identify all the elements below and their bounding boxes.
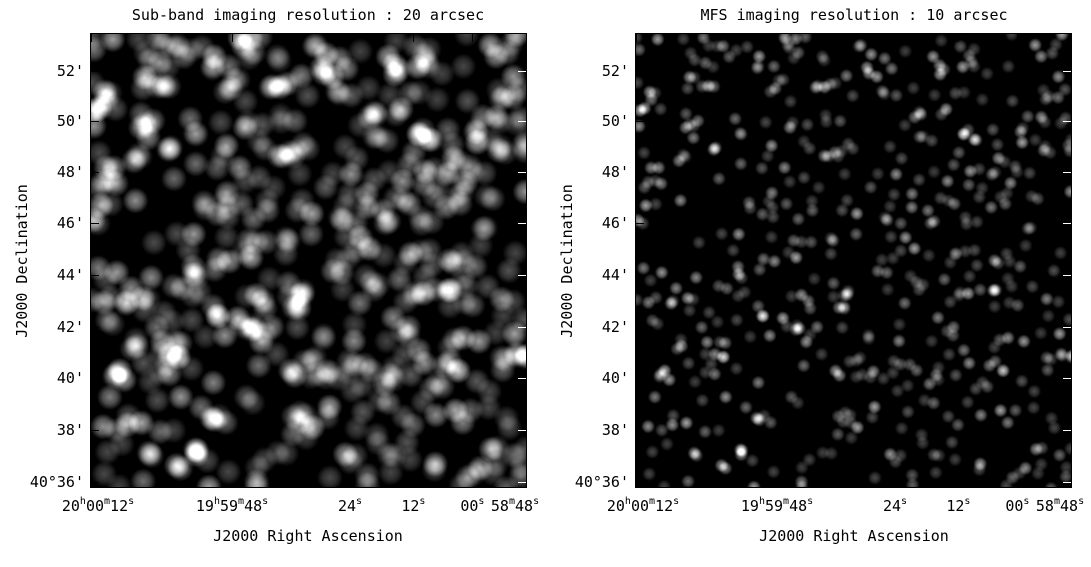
right-image-frame [635, 33, 1072, 488]
right-sky-image [636, 34, 1071, 487]
y-tick-mark [636, 172, 644, 173]
y-tick-mark [91, 172, 99, 173]
y-tick-label: 50' [601, 112, 629, 130]
x-tick-label: 00s [460, 496, 485, 516]
y-tick-mark [91, 378, 99, 379]
y-tick-label: 44' [56, 266, 84, 284]
y-tick-label: 46' [601, 214, 629, 232]
y-tick-mark [518, 71, 526, 72]
x-tick-mark [636, 34, 637, 42]
x-tick-label: 20h00m12s [606, 496, 680, 516]
y-tick-label: 40' [56, 369, 84, 387]
x-tick-label: 58m48s [490, 496, 540, 516]
right-panel-title: MFS imaging resolution : 10 arcsec [700, 6, 1008, 24]
x-tick-mark [91, 34, 92, 42]
right-y-axis-title: J2000 Declination [557, 184, 576, 338]
y-tick-mark [636, 482, 644, 483]
y-tick-label: 52' [601, 62, 629, 80]
left-sky-image [91, 34, 526, 487]
y-tick-label: 48' [601, 163, 629, 181]
y-tick-mark [91, 482, 99, 483]
x-tick-mark [894, 34, 896, 42]
left-y-axis-title: J2000 Declination [12, 184, 31, 338]
left-x-axis-title: J2000 Right Ascension [213, 527, 403, 545]
y-tick-mark [1063, 327, 1071, 328]
y-tick-label: 48' [56, 163, 84, 181]
x-tick-mark [526, 34, 527, 42]
y-tick-mark [518, 121, 526, 122]
x-tick-mark [412, 34, 414, 42]
y-tick-mark [636, 223, 644, 224]
x-tick-label: 12s [946, 496, 971, 516]
y-tick-mark [91, 71, 99, 72]
y-tick-label: 50' [56, 112, 84, 130]
y-tick-label: 42' [601, 318, 629, 336]
x-tick-label: 19h59m48s [740, 496, 814, 516]
y-tick-label: 38' [601, 421, 629, 439]
y-tick-label: 42' [56, 318, 84, 336]
left-panel-title: Sub-band imaging resolution : 20 arcsec [131, 6, 485, 24]
x-tick-mark [777, 34, 779, 42]
y-tick-mark [518, 172, 526, 173]
y-tick-mark [518, 275, 526, 276]
right-x-axis-title: J2000 Right Ascension [759, 527, 949, 545]
y-tick-mark [518, 378, 526, 379]
y-tick-mark [1063, 223, 1071, 224]
x-tick-label: 19h59m48s [195, 496, 269, 516]
y-tick-label: 38' [56, 421, 84, 439]
x-tick-mark [957, 34, 959, 42]
x-tick-label: 58m48s [1035, 496, 1085, 516]
left-image-frame [90, 33, 527, 488]
x-tick-label: 24s [337, 496, 363, 516]
y-tick-mark [1063, 172, 1071, 173]
y-tick-label: 52' [56, 62, 84, 80]
y-tick-mark [91, 223, 99, 224]
x-tick-mark [1071, 34, 1072, 42]
y-tick-label: 40' [601, 369, 629, 387]
y-tick-mark [636, 378, 644, 379]
y-tick-mark [91, 327, 99, 328]
y-tick-label: 40°36' [574, 473, 629, 491]
y-tick-mark [636, 71, 644, 72]
y-tick-mark [91, 121, 99, 122]
y-tick-label: 44' [601, 266, 629, 284]
x-tick-label: 20h00m12s [61, 496, 135, 516]
x-tick-label: 24s [882, 496, 908, 516]
y-tick-mark [518, 327, 526, 328]
x-tick-mark [1016, 34, 1018, 42]
y-tick-mark [1063, 482, 1071, 483]
y-tick-mark [1063, 430, 1071, 431]
y-tick-mark [1063, 378, 1071, 379]
y-tick-mark [91, 275, 99, 276]
x-tick-mark [349, 34, 351, 42]
y-tick-mark [636, 275, 644, 276]
x-tick-label: 12s [401, 496, 426, 516]
x-tick-mark [471, 34, 473, 42]
y-tick-mark [518, 430, 526, 431]
y-tick-mark [636, 327, 644, 328]
y-tick-mark [1063, 121, 1071, 122]
y-tick-mark [1063, 71, 1071, 72]
y-tick-mark [518, 482, 526, 483]
y-tick-mark [636, 430, 644, 431]
x-tick-mark [232, 34, 234, 42]
y-tick-label: 40°36' [29, 473, 84, 491]
y-tick-mark [1063, 275, 1071, 276]
y-tick-mark [91, 430, 99, 431]
y-tick-label: 46' [56, 214, 84, 232]
x-tick-label: 00s [1005, 496, 1030, 516]
y-tick-mark [518, 223, 526, 224]
y-tick-mark [636, 121, 644, 122]
